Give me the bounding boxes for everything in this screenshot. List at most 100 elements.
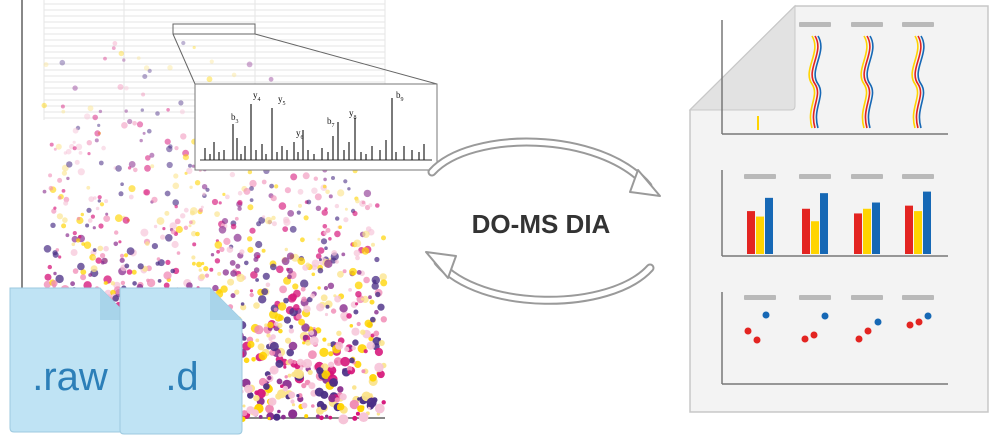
scatter-point — [355, 255, 360, 261]
scatter-point — [162, 227, 166, 231]
scatter-point — [334, 259, 339, 264]
scatter-point — [287, 358, 294, 364]
scatter-point — [360, 329, 366, 335]
scatter-point — [222, 269, 229, 276]
scatter-point — [126, 269, 133, 275]
distribution-trace — [808, 35, 816, 129]
scatter-point — [242, 404, 246, 408]
scatter-point — [308, 382, 316, 390]
scatter-point — [302, 341, 306, 345]
raw-file-label: .raw — [32, 355, 108, 399]
scatter-point — [331, 176, 335, 180]
scatter-point — [317, 286, 321, 290]
scatter-point — [281, 257, 290, 266]
scatter-point — [292, 283, 299, 290]
scatter-point — [307, 369, 313, 375]
scatter-point — [166, 161, 173, 169]
scatter-point — [80, 269, 87, 275]
scatter-point — [267, 321, 274, 329]
scatter-point — [329, 378, 338, 387]
scatter-point — [229, 260, 236, 266]
scatter-point — [199, 273, 206, 280]
scatter-point — [267, 375, 272, 381]
scatter-point — [143, 65, 150, 71]
report-dot — [924, 312, 932, 320]
scatter-point — [295, 313, 302, 320]
scatter-point — [293, 304, 300, 311]
scatter-point — [348, 357, 355, 364]
scatter-point — [261, 179, 267, 185]
report-dot — [762, 311, 770, 319]
scatter-point — [214, 211, 221, 218]
scatter-point — [144, 164, 151, 172]
scatter-point — [344, 346, 350, 352]
scatter-point — [301, 383, 307, 389]
scatter-point — [362, 230, 370, 238]
scatter-point — [173, 173, 179, 179]
zoom-line-right — [254, 33, 438, 85]
scatter-point — [77, 262, 85, 271]
scatter-point — [87, 105, 94, 112]
scatter-point — [205, 187, 210, 192]
scatter-point — [203, 266, 209, 272]
scatter-point — [294, 369, 305, 379]
scatter-point — [234, 289, 240, 295]
scatter-point — [380, 279, 388, 287]
scatter-point — [325, 304, 330, 309]
scatter-point — [167, 65, 173, 71]
scatter-point — [230, 270, 237, 277]
scatter-point — [92, 226, 96, 230]
scatter-point — [247, 169, 253, 175]
scatter-point — [366, 321, 373, 329]
scatter-point — [217, 271, 222, 276]
scatter-point — [254, 325, 264, 335]
scatter-point — [60, 104, 65, 109]
scatter-point — [261, 248, 266, 253]
scatter-point — [52, 251, 59, 258]
scatter-point — [55, 143, 62, 150]
scatter-point — [84, 113, 91, 120]
scatter-point — [122, 58, 126, 62]
scatter-point — [170, 229, 176, 235]
scatter-point — [171, 240, 179, 249]
scatter-point — [325, 414, 329, 418]
scatter-point — [273, 307, 278, 312]
scatter-point — [301, 323, 310, 332]
ion-label: y4 — [253, 90, 261, 103]
scatter-point — [323, 177, 327, 182]
scatter-point — [142, 131, 146, 135]
scatter-point — [340, 356, 350, 367]
scatter-point — [140, 108, 144, 112]
scatter-point — [191, 164, 196, 168]
arrow-top-head — [629, 169, 661, 197]
report-dot — [801, 335, 809, 343]
scatter-point — [361, 247, 370, 255]
scatter-point — [41, 102, 47, 109]
scatter-point — [70, 281, 75, 287]
scatter-point — [218, 201, 222, 205]
scatter-point — [243, 357, 250, 364]
scatter-point — [146, 278, 150, 283]
report-bar — [765, 197, 773, 254]
scatter-point — [249, 227, 256, 234]
scatter-point — [355, 302, 359, 306]
distribution-trace — [914, 35, 922, 129]
scatter-point — [192, 45, 196, 50]
scatter-point — [270, 195, 277, 202]
scatter-point — [338, 414, 349, 425]
scatter-point — [71, 242, 76, 247]
scatter-point — [42, 189, 47, 194]
scatter-point — [147, 128, 152, 134]
scatter-point — [315, 414, 320, 419]
scatter-point — [258, 415, 263, 419]
scatter-point — [289, 324, 294, 329]
scatter-point — [155, 111, 160, 116]
scatter-point — [265, 282, 271, 288]
scatter-point — [300, 237, 305, 243]
scatter-point — [237, 206, 242, 211]
scatter-point — [92, 255, 97, 260]
placeholder-title-bar — [744, 174, 776, 179]
scatter-point — [126, 247, 135, 256]
scatter-point — [324, 312, 329, 317]
report-bar — [905, 205, 913, 254]
